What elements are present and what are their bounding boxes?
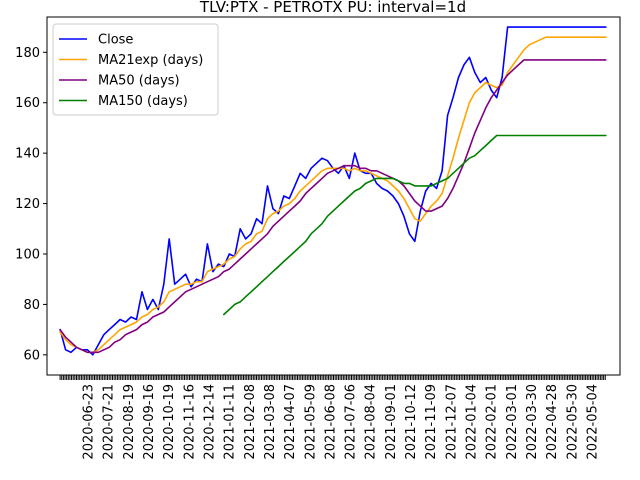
- series-line-3: [223, 134, 607, 316]
- y-tick-label: 180: [15, 46, 40, 61]
- legend: Close MA21exp (days) MA50 (days) MA150 (day…: [52, 23, 219, 116]
- y-tick-label: 80: [23, 298, 40, 313]
- x-tick-label: 2021-02-08: [243, 384, 258, 460]
- x-tick-label: 2020-12-14: [203, 384, 218, 460]
- legend-box: [52, 23, 219, 116]
- x-tick-label: 2021-07-06: [344, 384, 359, 460]
- plot-area: [59, 26, 607, 356]
- x-tick-label: 2021-06-08: [323, 384, 338, 460]
- x-tick-label: 2022-01-04: [465, 384, 480, 460]
- series-line-1: [59, 36, 607, 354]
- x-tick-label: 2021-10-12: [404, 384, 419, 460]
- x-tick-label: 2021-01-11: [223, 384, 238, 460]
- y-tick-label: 60: [23, 348, 40, 363]
- x-tick-label: 2020-08-19: [122, 384, 137, 460]
- x-tick-label: 2020-11-16: [182, 384, 197, 460]
- x-tick-label: 2022-02-01: [485, 384, 500, 460]
- chart-title: TLV:PTX - PETROTX PU: interval=1d: [199, 0, 466, 16]
- x-tick-label: 2021-05-09: [303, 384, 318, 460]
- y-tick-label: 160: [15, 96, 40, 111]
- x-tick-label: 2021-12-07: [444, 384, 459, 460]
- legend-label: MA21exp (days): [98, 53, 203, 68]
- y-tick-label: 120: [15, 197, 40, 212]
- x-tick-label: 2021-08-04: [364, 384, 379, 460]
- x-tick-label: 2022-05-30: [565, 384, 580, 460]
- x-tick-label: 2020-10-19: [162, 384, 177, 460]
- x-tick-label: 2021-03-08: [263, 384, 278, 460]
- x-tick-label: 2022-04-28: [545, 384, 560, 460]
- series-layer: [59, 26, 607, 356]
- y-tick-label: 140: [15, 147, 40, 162]
- y-axis: 60 80 100 120 140 160 180: [15, 46, 47, 363]
- x-tick-label: 2021-09-01: [384, 384, 399, 460]
- x-tick-label: 2021-11-09: [424, 384, 439, 460]
- series-line-2: [59, 59, 607, 354]
- x-tick-label: 2022-03-30: [525, 384, 540, 460]
- legend-label: MA50 (days): [98, 74, 180, 89]
- x-tick-label: 2020-06-23: [82, 384, 97, 460]
- x-axis: 2020-06-23 2020-07-21 2020-08-19 2020-09-16…: [59, 375, 606, 460]
- x-tick-label: 2022-05-04: [586, 384, 601, 460]
- x-tick-label: 2021-04-07: [283, 384, 298, 460]
- x-tick-label: 2022-03-01: [505, 384, 520, 460]
- legend-label: MA150 (days): [98, 94, 188, 109]
- x-tick-label: 2020-09-16: [142, 384, 157, 460]
- y-tick-label: 100: [15, 247, 40, 262]
- legend-label: Close: [98, 33, 133, 48]
- x-tick-label: 2020-07-21: [102, 384, 117, 460]
